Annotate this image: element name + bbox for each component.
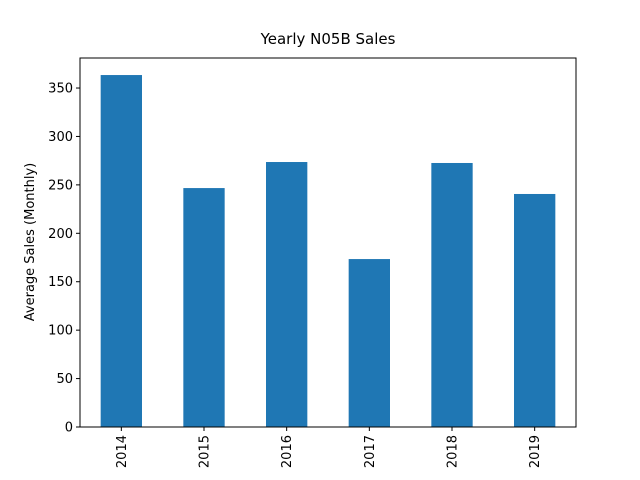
y-tick-label: 100 [48,324,73,339]
y-tick-label: 300 [48,130,73,145]
y-tick-label: 350 [48,82,73,97]
bar [431,162,473,427]
y-tick-label: 250 [48,178,73,193]
y-tick-label: 150 [48,275,73,290]
y-tick-label: 200 [48,227,73,242]
plot-frame [79,57,577,428]
x-tick-label: 2016 [280,435,295,468]
bar [266,162,308,427]
bar [100,75,142,428]
y-tick-label: 0 [65,421,73,436]
x-tick-label: 2015 [198,435,213,468]
y-axis-label: Average Sales (Monthly) [23,163,38,321]
x-tick-label: 2019 [528,435,543,468]
x-tick-label: 2014 [115,435,130,468]
bar [183,188,225,427]
bar [514,193,556,427]
y-tick-label: 50 [56,372,73,387]
x-tick-label: 2018 [446,435,461,468]
chart-title: Yearly N05B Sales [260,30,396,48]
bar [348,259,390,427]
x-tick-label: 2017 [363,435,378,468]
